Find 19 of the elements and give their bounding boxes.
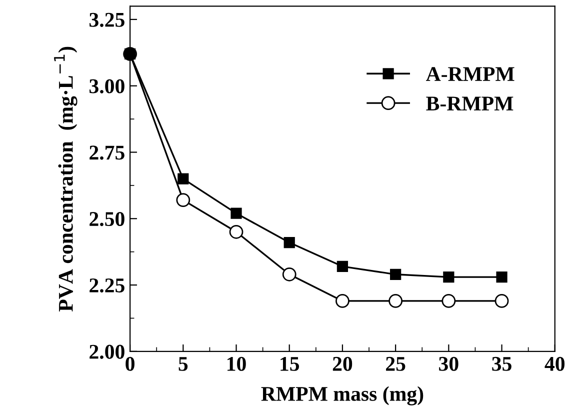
y-tick-label: 2.00 <box>90 344 124 359</box>
x-tick-label: 15 <box>280 356 300 371</box>
x-tick-label: 5 <box>178 357 188 371</box>
y-tick-label: 3.00 <box>90 79 124 94</box>
x-tick-label: 0 <box>126 356 134 371</box>
y-axis-title: PVA concentration (mg·L$^{−1}$) <box>54 46 78 312</box>
y-tick-label: 2.75 <box>90 146 124 160</box>
x-tick-label: 35 <box>492 356 512 371</box>
y-tick-label: 3.25 <box>90 12 124 27</box>
x-tick-label: 25 <box>386 356 406 371</box>
legend-label: A-RMPM <box>426 67 514 81</box>
x-tick-label: 40 <box>544 356 564 371</box>
legend-label: B-RMPM <box>426 96 514 110</box>
x-tick-label: 30 <box>439 356 458 371</box>
y-tick-label: 2.50 <box>90 212 124 226</box>
x-tick-label: 20 <box>332 356 352 371</box>
y-tick-label: 2.25 <box>90 278 124 293</box>
x-axis-title: RMPM mass (mg) <box>261 386 424 406</box>
x-tick-label: 10 <box>228 356 246 371</box>
